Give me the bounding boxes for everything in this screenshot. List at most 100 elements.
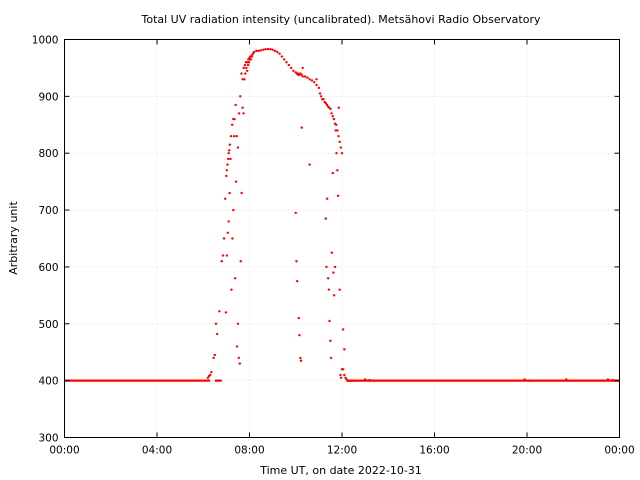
- data-point: [240, 72, 243, 75]
- data-point: [303, 75, 307, 78]
- y-tick-label: 700: [38, 205, 58, 217]
- data-point: [325, 103, 329, 107]
- data-point: [344, 376, 347, 379]
- data-point: [327, 288, 331, 291]
- data-point: [259, 49, 263, 52]
- data-point: [335, 123, 338, 126]
- data-point: [528, 379, 531, 382]
- data-point: [287, 63, 291, 67]
- data-point: [229, 157, 232, 161]
- data-point: [337, 134, 340, 138]
- data-point: [213, 353, 217, 357]
- data-point: [230, 288, 233, 291]
- data-point: [249, 58, 253, 61]
- data-point: [232, 208, 235, 212]
- data-point: [373, 379, 376, 382]
- data-point: [340, 152, 344, 155]
- data-point: [296, 72, 300, 75]
- y-tick-label: 900: [38, 91, 58, 103]
- data-point: [228, 143, 232, 146]
- data-point: [331, 171, 334, 175]
- data-point: [606, 378, 610, 381]
- data-point: [318, 92, 322, 95]
- data-point: [295, 279, 299, 283]
- data-point: [244, 72, 247, 75]
- data-point: [212, 356, 215, 360]
- data-point: [319, 95, 323, 98]
- data-point: [227, 157, 230, 161]
- data-point: [330, 251, 334, 254]
- data-point: [250, 55, 254, 58]
- data-point: [340, 368, 344, 371]
- data-point: [297, 316, 300, 320]
- data-point: [294, 211, 297, 215]
- data-point: [221, 254, 225, 257]
- data-point: [234, 180, 238, 183]
- data-point: [239, 260, 242, 263]
- data-point: [315, 83, 318, 87]
- data-point: [326, 277, 330, 280]
- data-point: [206, 376, 210, 379]
- data-point: [229, 134, 233, 138]
- data-point: [237, 356, 241, 360]
- data-point: [330, 112, 333, 115]
- data-point: [329, 356, 333, 360]
- data-point: [332, 294, 336, 297]
- data-point: [298, 333, 301, 337]
- x-tick-label: 04:00: [142, 445, 172, 457]
- data-point: [225, 174, 228, 178]
- data-point: [339, 376, 343, 379]
- data-point: [295, 260, 298, 263]
- data-point: [225, 254, 229, 257]
- data-point: [238, 362, 241, 365]
- data-point: [241, 78, 244, 81]
- data-point: [343, 348, 346, 351]
- data-point: [243, 63, 247, 67]
- y-tick-label: 400: [38, 376, 58, 388]
- data-point: [220, 260, 223, 263]
- data-point: [269, 47, 272, 51]
- data-point: [235, 345, 239, 348]
- data-point: [242, 66, 245, 70]
- axis-ticks: 300 400 500 600 700 800 900 1000 00:00 04:00 08:00…: [32, 35, 635, 457]
- data-point: [233, 277, 237, 280]
- data-point: [292, 69, 295, 72]
- data-point: [234, 103, 237, 107]
- data-point: [301, 75, 304, 78]
- y-axis-label: Arbitrary unit: [7, 201, 20, 275]
- data-point: [239, 95, 242, 98]
- y-tick-label: 800: [38, 148, 58, 160]
- data-point: [243, 78, 246, 81]
- data-point: [210, 370, 213, 374]
- data-point: [310, 79, 314, 82]
- data-point: [235, 134, 238, 138]
- data-point: [329, 107, 332, 111]
- data-point: [282, 58, 286, 61]
- data-point: [236, 146, 240, 149]
- data-point: [276, 50, 279, 54]
- data-point: [228, 191, 231, 195]
- data-point: [335, 152, 338, 155]
- data-point: [352, 379, 355, 382]
- data-point: [306, 76, 309, 79]
- data-point: [227, 220, 230, 223]
- x-tick-label: 12:00: [327, 445, 357, 457]
- x-axis-label: Time UT, on date 2022-10-31: [259, 464, 422, 477]
- x-tick-label: 08:00: [234, 445, 264, 457]
- data-point: [262, 48, 265, 51]
- data-point: [336, 169, 339, 172]
- data-point: [227, 152, 230, 155]
- data-point: [324, 217, 328, 220]
- data-point: [245, 61, 249, 64]
- data-point: [251, 52, 255, 55]
- data-point: [225, 169, 229, 172]
- data-point: [280, 55, 284, 58]
- data-point: [233, 134, 236, 138]
- data-points: [64, 47, 620, 382]
- data-point: [565, 378, 568, 381]
- data-point: [240, 191, 243, 195]
- data-point: [333, 265, 337, 269]
- data-point: [242, 112, 245, 115]
- x-tick-label: 16:00: [419, 445, 449, 457]
